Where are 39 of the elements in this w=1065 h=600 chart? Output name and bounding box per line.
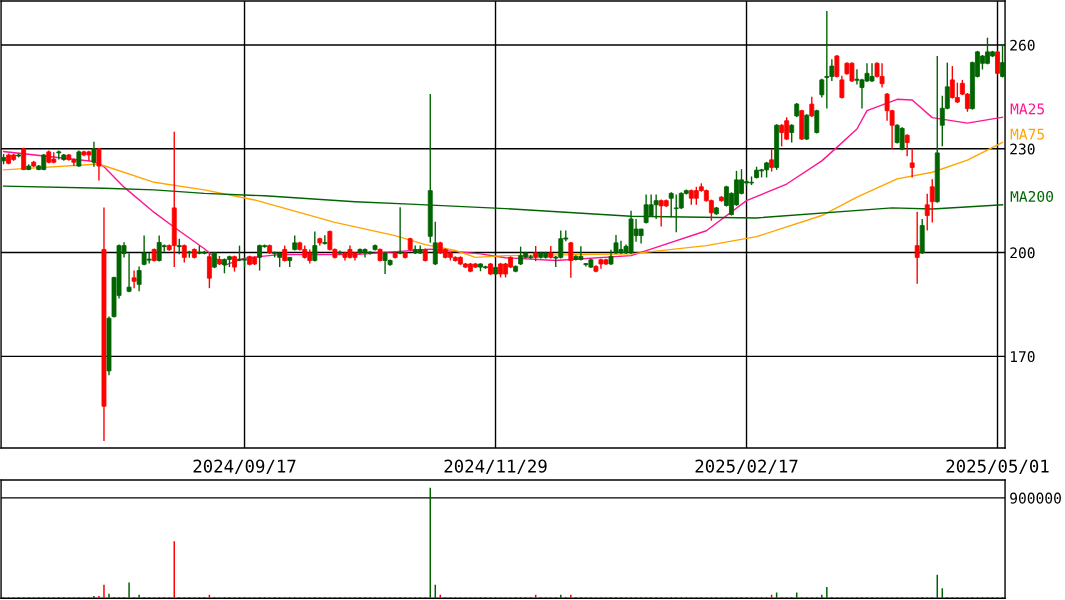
candlestick [568, 241, 574, 279]
candlestick [432, 221, 438, 266]
candlestick [1000, 43, 1005, 79]
candlestick [789, 123, 795, 144]
y-tick-label: 200 [1010, 247, 1035, 259]
y-tick-label: 170 [1010, 351, 1035, 363]
series-label: MA25 [1010, 103, 1045, 115]
candlestick [257, 243, 263, 272]
candlestick [397, 206, 403, 255]
candlestick [904, 133, 910, 158]
candlestick [131, 269, 137, 289]
candlestick [924, 193, 930, 232]
candlestick [769, 148, 775, 173]
candlestick [929, 178, 935, 224]
x-tick-label: 2025/05/01 [946, 459, 1049, 475]
candlestick [312, 230, 318, 263]
candlestick [136, 265, 142, 292]
x-tick-label: 2024/09/17 [193, 459, 296, 475]
candlestick [322, 234, 328, 246]
series-label: MA200 [1010, 190, 1054, 202]
candlestick [809, 96, 815, 118]
candlestick [613, 234, 619, 255]
candlestick [824, 10, 830, 110]
line-series [2, 98, 1004, 267]
candlestick [804, 113, 810, 141]
line-series [2, 141, 1004, 259]
x-tick-label: 2025/02/17 [695, 459, 798, 475]
y-tick-label: 230 [1010, 143, 1035, 155]
series-label: MA75 [1010, 128, 1045, 140]
candlestick [779, 123, 785, 148]
candlestick [206, 251, 212, 289]
x-tick-label: 2024/11/29 [444, 459, 547, 475]
candlestick [91, 141, 97, 168]
candlestick [909, 147, 915, 179]
y-tick-label: 900000 [1010, 492, 1061, 504]
y-tick-label: 260 [1010, 39, 1035, 51]
candlestick [96, 147, 102, 182]
candlestick [914, 211, 920, 285]
candlestick [337, 249, 343, 256]
